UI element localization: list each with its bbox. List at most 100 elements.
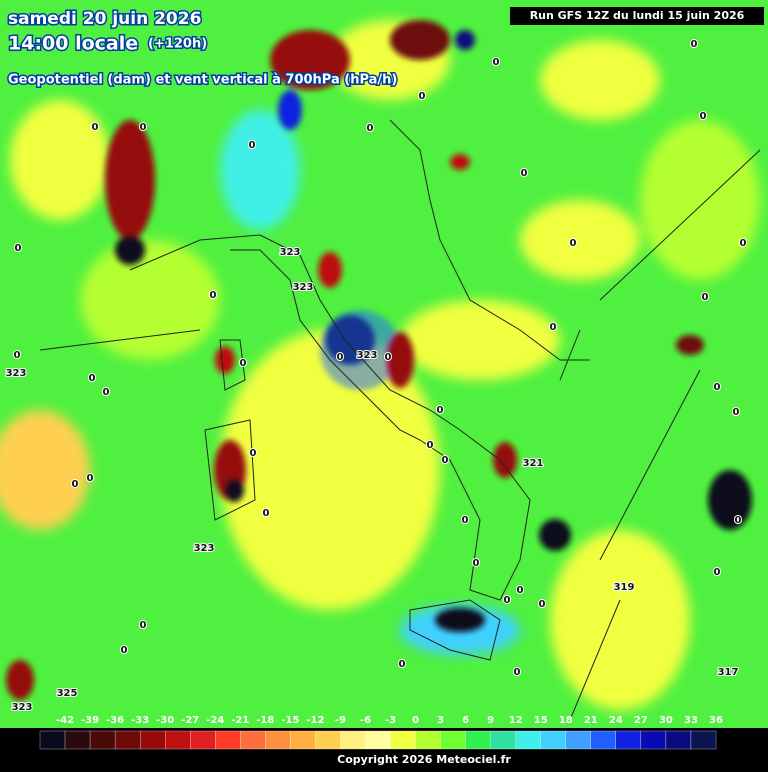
lead-time: (+120h) <box>148 37 207 52</box>
legend-cell <box>89 730 116 750</box>
legend-label: 0 <box>412 715 419 726</box>
contour-label: 0 <box>92 122 99 133</box>
legend-label: 9 <box>487 715 494 726</box>
contour-label: 0 <box>337 352 344 363</box>
legend-cell <box>215 730 241 750</box>
time: 14:00 locale <box>8 33 138 55</box>
contour-label: 0 <box>103 387 110 398</box>
contour-label: 0 <box>691 39 698 50</box>
contour-label: 0 <box>89 373 96 384</box>
legend-label: 30 <box>659 715 673 726</box>
copyright: Copyright 2026 Meteociel.fr <box>337 753 511 766</box>
contour-label: 319 <box>614 582 635 593</box>
legend-cell <box>415 730 441 750</box>
contour-label: 0 <box>263 508 270 519</box>
contour-label: 321 <box>523 458 544 469</box>
contour-label: 317 <box>718 667 739 678</box>
legend-label: -36 <box>106 715 124 726</box>
legend-cell <box>590 730 617 750</box>
contour-label: 0 <box>240 358 247 369</box>
subtitle: Geopotentiel (dam) et vent vertical à 70… <box>8 73 397 88</box>
contour-label: 0 <box>427 440 434 451</box>
legend-cell <box>490 730 516 750</box>
legend-cell <box>165 730 191 750</box>
contour-label: 0 <box>437 405 444 416</box>
legend-label: -6 <box>360 715 371 726</box>
legend-cell <box>64 730 91 750</box>
legend-label: 27 <box>634 715 648 726</box>
contour-label: 0 <box>714 382 721 393</box>
legend-cell <box>565 730 591 750</box>
run-background <box>510 7 764 25</box>
coastlines <box>39 119 761 721</box>
legend-cell <box>665 730 692 750</box>
contour-label: 0 <box>15 243 22 254</box>
contour-label: 0 <box>714 567 721 578</box>
contour-label: 0 <box>399 659 406 670</box>
contour-label: 0 <box>514 667 521 678</box>
contour-label: 0 <box>700 111 707 122</box>
legend-label: -12 <box>306 715 324 726</box>
legend-label: 21 <box>584 715 598 726</box>
legend-label: -9 <box>335 715 346 726</box>
legend-cell <box>465 730 491 750</box>
legend-label: -33 <box>131 715 149 726</box>
contour-label: 323 <box>293 282 314 293</box>
legend: -42 -39 -36 -33 -30 -27 -24 -21 -18 -15 -12 -9 -6 -3 0… <box>39 715 723 750</box>
legend-cell <box>365 730 391 750</box>
legend-label: -15 <box>281 715 299 726</box>
legend-cell <box>315 730 341 750</box>
legend-cell <box>290 730 316 750</box>
contour-label: 323 <box>280 247 301 258</box>
contour-label: 0 <box>140 620 147 631</box>
legend-cell <box>390 730 416 750</box>
contour-label: 0 <box>517 585 524 596</box>
contour-label: 0 <box>14 350 21 361</box>
contour-label: 0 <box>140 122 147 133</box>
contour-label: 325 <box>57 688 78 699</box>
legend-cell <box>39 730 66 750</box>
legend-label: 15 <box>534 715 548 726</box>
legend-cell <box>640 730 667 750</box>
contour-label: 0 <box>72 479 79 490</box>
legend-label: -24 <box>206 715 224 726</box>
legend-label: 3 <box>437 715 444 726</box>
legend-label: -30 <box>156 715 174 726</box>
legend-label: 6 <box>462 715 469 726</box>
contour-label: 323 <box>357 350 378 361</box>
legend-cell <box>340 730 366 750</box>
legend-cell <box>615 730 642 750</box>
legend-label: -18 <box>256 715 274 726</box>
legend-cell <box>114 730 141 750</box>
legend-cell <box>440 730 466 750</box>
contour-label: 0 <box>740 238 747 249</box>
contour-label: 0 <box>473 558 480 569</box>
contour-label: 323 <box>194 543 215 554</box>
contour-labels: 0 0 0 0 0 0 0 0 0 0 0 0 0 0 0 0 0 0 0 0 0 0 0 0 0 0 0 0 0 0 0 0 0 0 0 0 0 0 0 0… <box>5 38 748 714</box>
legend-label: -39 <box>81 715 99 726</box>
field <box>0 20 760 710</box>
contour-label: 0 <box>733 407 740 418</box>
legend-label: 33 <box>684 715 698 726</box>
contour-label: 323 <box>6 368 27 379</box>
run-info: Run GFS 12Z du lundi 15 juin 2026 <box>530 9 745 22</box>
contour-label: 0 <box>735 515 742 526</box>
contour-label: 0 <box>250 448 257 459</box>
contour-label: 0 <box>493 57 500 68</box>
contour-label: 0 <box>521 168 528 179</box>
contour-label: 323 <box>12 702 33 713</box>
date: samedi 20 juin 2026 <box>8 9 201 29</box>
legend-label: 18 <box>559 715 573 726</box>
legend-cell <box>190 730 216 750</box>
contour-label: 0 <box>367 123 374 134</box>
contour-label: 0 <box>249 140 256 151</box>
contour-label: 0 <box>385 352 392 363</box>
legend-label: 36 <box>709 715 723 726</box>
legend-label: 12 <box>509 715 523 726</box>
contour-label: 0 <box>442 455 449 466</box>
legend-label: -42 <box>56 715 74 726</box>
legend-label: -3 <box>385 715 396 726</box>
contour-label: 0 <box>419 91 426 102</box>
legend-cell <box>240 730 266 750</box>
